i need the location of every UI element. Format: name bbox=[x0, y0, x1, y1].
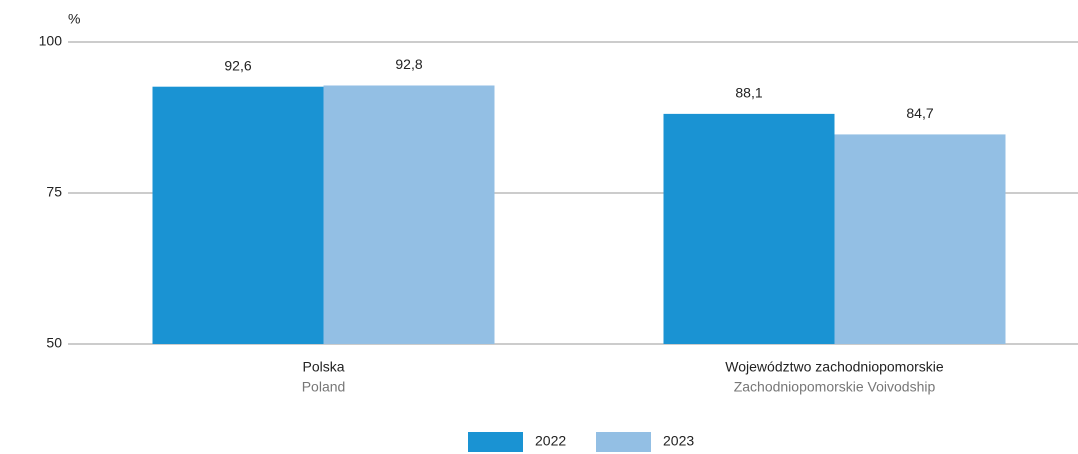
bar bbox=[152, 86, 324, 345]
value-label: 92,6 bbox=[224, 57, 251, 73]
x-tick-label: Zachodniopomorskie Voivodship bbox=[734, 379, 936, 395]
bar bbox=[834, 134, 1006, 344]
legend-label: 2023 bbox=[663, 433, 694, 449]
bar bbox=[323, 85, 495, 344]
value-label: 88,1 bbox=[735, 85, 762, 101]
x-tick-label: Województwo zachodniopomorskie bbox=[725, 359, 944, 375]
bar bbox=[663, 113, 835, 344]
unit-label: % bbox=[68, 11, 80, 27]
x-tick-label: Poland bbox=[302, 379, 346, 395]
y-tick-label: 100 bbox=[39, 33, 63, 49]
value-label: 84,7 bbox=[906, 105, 933, 121]
legend-swatch bbox=[596, 432, 651, 452]
value-label: 92,8 bbox=[395, 56, 422, 72]
legend-swatch bbox=[468, 432, 523, 452]
x-tick-label: Polska bbox=[302, 359, 344, 375]
y-tick-label: 50 bbox=[46, 335, 62, 351]
legend-label: 2022 bbox=[535, 433, 566, 449]
y-tick-label: 75 bbox=[46, 184, 62, 200]
